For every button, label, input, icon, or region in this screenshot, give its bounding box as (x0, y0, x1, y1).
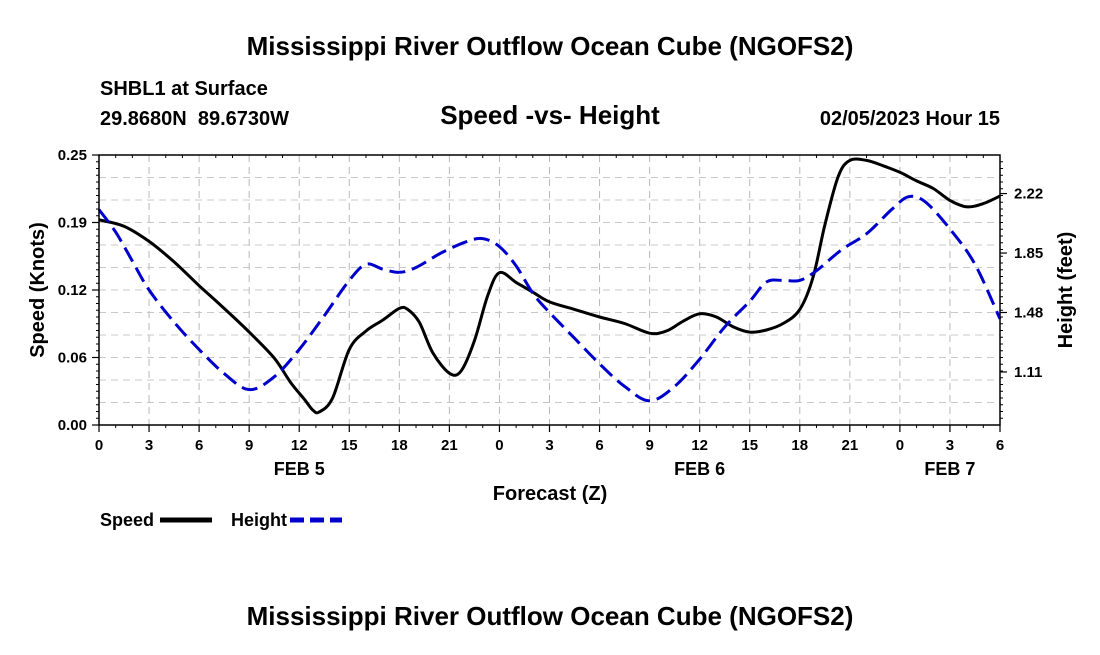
footer-title: Mississippi River Outflow Ocean Cube (NG… (247, 601, 854, 631)
legend-label-speed: Speed (100, 510, 154, 530)
plot-frame (98, 154, 1001, 426)
x-axis-label: Forecast (Z) (493, 483, 607, 505)
date-label: FEB 6 (674, 459, 725, 479)
x-tick-label: 9 (645, 437, 653, 454)
right-tick-label: 2.22 (1014, 186, 1043, 203)
x-tick-label: 6 (595, 437, 603, 454)
legend: Speed Height (100, 510, 342, 530)
series-layer (97, 157, 1002, 415)
left-tick-label: 0.06 (58, 350, 87, 367)
x-tick-label: 0 (95, 437, 103, 454)
left-tick-label: 0.00 (58, 417, 87, 434)
x-tick-label: 21 (441, 437, 458, 454)
chart-title: Speed -vs- Height (440, 100, 660, 130)
right-axis-label: Height (feet) (1055, 232, 1077, 349)
left-tick-label: 0.12 (58, 282, 87, 299)
left-tick-label: 0.25 (58, 147, 87, 164)
date-label: FEB 5 (274, 459, 325, 479)
left-axis-label: Speed (Knots) (27, 222, 49, 358)
station-label: SHBL1 at Surface (100, 78, 268, 100)
x-tick-label: 6 (996, 437, 1004, 454)
x-tick-labels: 0 3 6 9 12 15 18 21 0 3 6 9 12 15 18 21 0 3 6 (95, 437, 1004, 454)
x-tick-label: 0 (495, 437, 503, 454)
x-tick-label: 18 (791, 437, 808, 454)
x-tick-label: 3 (946, 437, 954, 454)
series-line-speed (98, 157, 1001, 415)
x-tick-label: 3 (145, 437, 153, 454)
x-tick-label: 3 (545, 437, 553, 454)
x-tick-label: 9 (245, 437, 253, 454)
right-tick-label: 1.85 (1014, 245, 1043, 262)
x-tick-label: 12 (291, 437, 308, 454)
x-tick-label: 15 (341, 437, 358, 454)
x-tick-label: 15 (741, 437, 758, 454)
legend-label-height: Height (231, 510, 287, 530)
grid-lines (99, 155, 1000, 425)
x-tick-label: 12 (691, 437, 708, 454)
left-axis-tick-labels: 0.00 0.06 0.12 0.19 0.25 (58, 147, 87, 434)
station-coordinates: 29.8680N 89.6730W (100, 108, 289, 130)
date-label: FEB 7 (924, 459, 975, 479)
right-tick-label: 1.48 (1014, 305, 1043, 322)
date-labels: FEB 5 FEB 6 FEB 7 (274, 459, 976, 479)
x-tick-label: 21 (841, 437, 858, 454)
series-line-height (97, 194, 1002, 403)
page-title: Mississippi River Outflow Ocean Cube (NG… (247, 31, 854, 61)
forecast-timestamp: 02/05/2023 Hour 15 (820, 108, 1000, 130)
x-tick-label: 18 (391, 437, 408, 454)
x-tick-label: 0 (896, 437, 904, 454)
x-tick-label: 6 (195, 437, 203, 454)
right-axis-tick-labels: 1.11 1.48 1.85 2.22 (1014, 186, 1043, 381)
left-tick-label: 0.19 (58, 215, 87, 232)
right-tick-label: 1.11 (1014, 364, 1042, 381)
